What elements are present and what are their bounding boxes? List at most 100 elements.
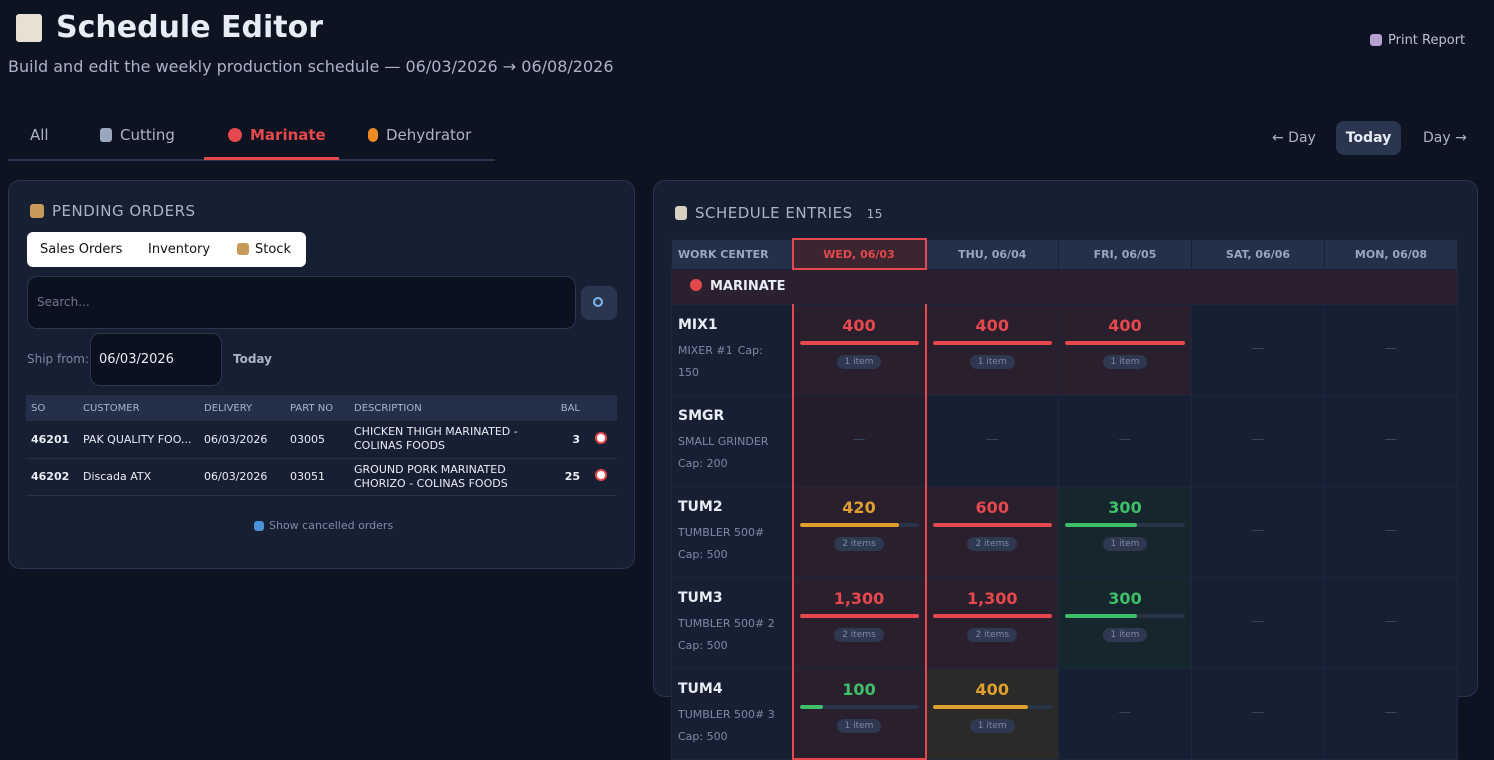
schedule-cell[interactable]: 300 1 item (1058, 576, 1192, 669)
empty-mark: — (1384, 431, 1398, 447)
show-cancelled[interactable]: Show cancelled orders (254, 519, 393, 532)
work-center-name: TUM3 (678, 589, 723, 606)
work-center: TUM4 TUMBLER 500# 3 Cap: 500 (671, 667, 793, 760)
work-center: TUM2 TUMBLER 500# Cap: 500 (671, 485, 793, 578)
schedule-cell[interactable]: 400 1 item (925, 667, 1059, 760)
tab[interactable]: Dehydrator (368, 126, 471, 144)
tab-active[interactable]: Marinate (228, 126, 326, 144)
order-cell: 46201 (26, 421, 78, 459)
item-count: 2 items (834, 627, 884, 642)
order-cell: 06/03/2026 (199, 421, 285, 459)
schedule-cell[interactable]: 100 1 item (791, 667, 927, 760)
cell-value: 400 (975, 679, 1009, 699)
today-link[interactable]: Today (233, 352, 272, 366)
page-title: Schedule Editor (56, 10, 323, 45)
schedule-cell[interactable]: — (1191, 576, 1325, 669)
item-count: 1 item (969, 718, 1015, 733)
schedule-cell[interactable]: — (1324, 667, 1458, 760)
work-center-cap: Cap: 500 (678, 729, 728, 743)
capacity-fill (799, 613, 919, 618)
schedule-cell[interactable]: — (1058, 667, 1192, 760)
capacity-fill (932, 613, 1052, 618)
schedule-cell[interactable]: — (1324, 394, 1458, 487)
capacity-track (799, 340, 919, 345)
schedule-cell[interactable]: — (1058, 394, 1192, 487)
column-header: DELIVERY (199, 395, 285, 421)
subtab[interactable]: Stock (237, 242, 291, 257)
schedule-cell[interactable]: 1,300 2 items (791, 576, 927, 669)
cell-value: 600 (975, 497, 1009, 517)
item-count: 2 items (834, 536, 884, 551)
schedule-cell[interactable]: — (925, 394, 1059, 487)
work-center-row: TUM3 TUMBLER 500# 2 Cap: 500 1,300 2 items 1… (671, 576, 1458, 669)
schedule-cell[interactable]: 400 1 item (1058, 303, 1192, 396)
schedule-cell[interactable]: 420 2 items (791, 485, 927, 578)
subtabs (27, 232, 306, 267)
schedule-cell[interactable]: 400 1 item (791, 303, 927, 396)
cell-value: 400 (842, 315, 876, 335)
column-header: FRI, 06/05 (1058, 238, 1192, 270)
search-input[interactable]: Search... (27, 276, 576, 329)
order-cell: Discada ATX (78, 458, 199, 496)
capacity-track (1065, 340, 1185, 345)
cancel-cell (585, 458, 617, 496)
order-cell: GROUND PORK MARINATED CHORIZO - COLINAS … (349, 458, 545, 496)
work-center-desc: SMALL GRINDER (678, 434, 769, 448)
subtab-label: Stock (255, 242, 291, 257)
order-cell: 25 (545, 458, 585, 496)
schedule-cell[interactable]: — (1324, 576, 1458, 669)
work-center: MIX1 MIXER #1 Cap: 150 (671, 303, 793, 396)
nav-today[interactable]: Today (1336, 121, 1401, 155)
search-button[interactable] (581, 286, 617, 320)
page: Schedule Editor Build and edit the weekl… (8, 10, 1478, 760)
schedule-cell[interactable]: 600 2 items (925, 485, 1059, 578)
nav-next[interactable]: Day → (1423, 130, 1467, 146)
empty-mark: — (1384, 340, 1398, 356)
schedule-cell[interactable]: — (1324, 485, 1458, 578)
capacity-fill (1065, 613, 1137, 618)
empty-mark: — (1251, 431, 1265, 447)
schedule-cell[interactable]: — (1191, 394, 1325, 487)
item-count: 1 item (1102, 354, 1148, 369)
column-header: THU, 06/04 (925, 238, 1059, 270)
work-center-cap: Cap: 150 (678, 343, 763, 379)
capacity-fill (932, 704, 1029, 709)
print-label: Print Report (1388, 33, 1466, 48)
schedule-cell[interactable]: 400 1 item (925, 303, 1059, 396)
item-count: 1 item (836, 718, 882, 733)
order-row: 46202 Discada ATX 06/03/2026 03051 GROUND PO… (26, 458, 617, 496)
order-cell: 46202 (26, 458, 78, 496)
schedule-cell[interactable]: — (1324, 303, 1458, 396)
tab[interactable]: Cutting (100, 126, 175, 144)
column-header: SAT, 06/06 (1191, 238, 1325, 270)
item-count: 1 item (1102, 627, 1148, 642)
order-cell: PAK QUALITY FOO... (78, 421, 199, 459)
tab-label: Dehydrator (386, 126, 472, 144)
schedule-cell[interactable]: — (1191, 485, 1325, 578)
print-button[interactable]: Print Report (1370, 33, 1465, 48)
subtab[interactable]: Inventory (148, 242, 211, 257)
cancel-button[interactable] (595, 469, 607, 481)
empty-mark: — (1118, 704, 1132, 720)
cell-value: 1,300 (966, 588, 1018, 608)
nav-prev[interactable]: ← Day (1272, 130, 1316, 146)
schedule-cell[interactable]: — (791, 394, 927, 487)
tab[interactable]: All (30, 126, 49, 144)
schedule-cell[interactable]: 1,300 2 items (925, 576, 1059, 669)
column-header: SO (26, 395, 78, 421)
capacity-fill (1065, 522, 1137, 527)
work-center-row: MIX1 MIXER #1 Cap: 150 400 1 item 400 1 item 4… (671, 303, 1458, 396)
subtab[interactable]: Sales Orders (40, 242, 123, 257)
tab-label: Marinate (250, 126, 326, 144)
group-icon (690, 279, 702, 291)
capacity-track (1065, 613, 1185, 618)
cancel-button[interactable] (595, 431, 607, 444)
schedule-cell[interactable]: — (1191, 303, 1325, 396)
column-header (585, 395, 617, 421)
cell-value: 100 (842, 679, 876, 699)
work-center: SMGR SMALL GRINDER Cap: 200 (671, 394, 793, 487)
date-input[interactable]: 06/03/2026 (90, 333, 222, 386)
schedule-cell[interactable]: — (1191, 667, 1325, 760)
cancel-cell (585, 421, 617, 459)
schedule-cell[interactable]: 300 1 item (1058, 485, 1192, 578)
